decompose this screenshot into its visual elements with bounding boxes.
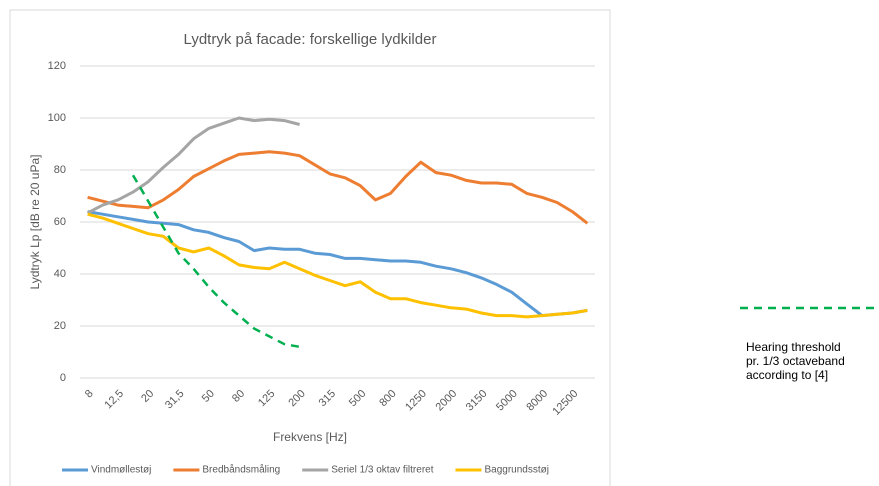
series-line: [87, 150, 589, 225]
series-line: [86, 116, 300, 215]
chart-frame: [9, 9, 611, 486]
y-tick-label: 60: [54, 216, 66, 228]
y-tick-label: 80: [54, 164, 66, 176]
series-line: [87, 210, 588, 318]
series-line: [131, 174, 300, 349]
legend-label: Vindmøllestøj: [91, 465, 151, 476]
chart-title: Lydtryk på facade: forskellige lydkilder: [184, 31, 437, 48]
y-tick-label: 100: [48, 112, 66, 124]
y-tick-label: 40: [54, 268, 66, 280]
legend-label: Seriel 1/3 oktav filtreret: [331, 465, 433, 476]
y-tick-label: 0: [60, 372, 66, 384]
legend-label: Baggrundsstøj: [484, 465, 548, 476]
side-legend-label: Hearing threshold pr. 1/3 octaveband acc…: [746, 340, 845, 382]
x-axis-title: Frekvens [Hz]: [273, 430, 347, 444]
y-tick-label: 120: [48, 60, 66, 72]
y-tick-label: 20: [54, 320, 66, 332]
legend-label: Bredbåndsmåling: [202, 464, 280, 476]
y-axis-title: Lydtryk Lp [dB re 20 uPa]: [28, 155, 42, 290]
